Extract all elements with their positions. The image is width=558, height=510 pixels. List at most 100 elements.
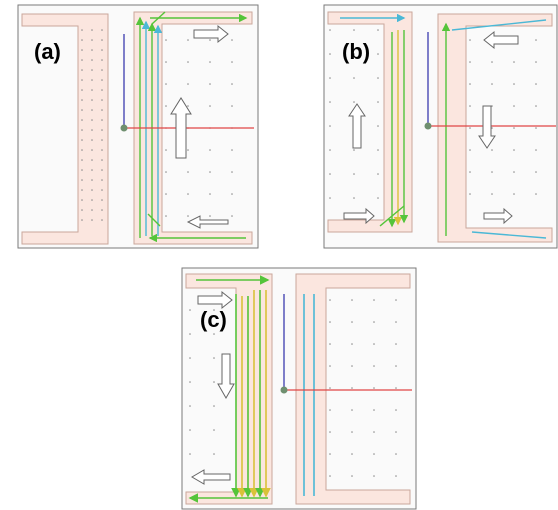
sample-dot: [91, 139, 93, 141]
sample-dot: [535, 149, 537, 151]
flow-arrow-right: [483, 207, 513, 225]
sample-dot: [329, 53, 331, 55]
sample-dot: [377, 101, 379, 103]
sample-dot: [209, 215, 211, 217]
sample-dot: [101, 49, 103, 51]
sample-dot: [91, 99, 93, 101]
sample-dot: [377, 77, 379, 79]
sample-dot: [81, 179, 83, 181]
sample-dot: [353, 197, 355, 199]
origin-marker: [120, 124, 128, 132]
flow-arrow-up: [348, 103, 366, 149]
sample-dot: [513, 127, 515, 129]
sample-dot: [91, 109, 93, 111]
flow-arrow-up: [170, 97, 192, 159]
sample-dot: [491, 83, 493, 85]
sample-dot: [329, 29, 331, 31]
sample-dot: [351, 365, 353, 367]
sample-dot: [329, 409, 331, 411]
flow-arrow-left: [483, 30, 519, 50]
sample-dot: [213, 309, 215, 311]
sample-dot: [535, 105, 537, 107]
sample-dot: [353, 101, 355, 103]
sample-dot: [329, 77, 331, 79]
sample-dot: [81, 159, 83, 161]
sample-dot: [373, 409, 375, 411]
sample-dot: [377, 149, 379, 151]
sample-dot: [189, 429, 191, 431]
sample-dot: [81, 139, 83, 141]
sample-dot: [377, 173, 379, 175]
sample-dot: [535, 39, 537, 41]
sample-dot: [81, 169, 83, 171]
panel-c: (c): [181, 267, 417, 510]
sample-dot: [491, 171, 493, 173]
sample-dot: [101, 189, 103, 191]
dot-field-right: [329, 299, 397, 477]
sample-dot: [189, 381, 191, 383]
sample-dot: [373, 365, 375, 367]
sample-dot: [81, 209, 83, 211]
sample-dot: [329, 321, 331, 323]
sample-dot: [81, 129, 83, 131]
sample-dot: [491, 193, 493, 195]
sample-dot: [81, 99, 83, 101]
flow-vectors: [188, 275, 315, 503]
sample-dot: [231, 39, 233, 41]
sample-dot: [231, 61, 233, 63]
sample-dot: [81, 109, 83, 111]
sample-dot: [353, 149, 355, 151]
sample-dot: [101, 129, 103, 131]
panel-a: (a): [17, 4, 259, 249]
sample-dot: [101, 139, 103, 141]
sample-dot: [213, 453, 215, 455]
sample-dot: [329, 125, 331, 127]
sample-dot: [189, 333, 191, 335]
flow-arrow-right: [193, 24, 229, 44]
sample-dot: [209, 83, 211, 85]
sample-dot: [213, 405, 215, 407]
sample-dot: [377, 197, 379, 199]
sample-dot: [377, 125, 379, 127]
sample-dot: [209, 171, 211, 173]
sample-dot: [491, 61, 493, 63]
sample-dot: [81, 119, 83, 121]
sample-dot: [329, 387, 331, 389]
sample-dot: [351, 409, 353, 411]
sample-dot: [91, 159, 93, 161]
sample-dot: [351, 343, 353, 345]
flow-vectors: [340, 13, 547, 239]
panel-label-c: (c): [200, 307, 227, 332]
sample-dot: [491, 127, 493, 129]
sample-dot: [469, 171, 471, 173]
sample-dot: [329, 173, 331, 175]
sample-dot: [395, 387, 397, 389]
sample-dot: [329, 475, 331, 477]
sample-dot: [101, 99, 103, 101]
sample-dot: [351, 431, 353, 433]
panel-b: (b): [323, 4, 558, 249]
sample-dot: [189, 309, 191, 311]
sample-dot: [377, 29, 379, 31]
sample-dot: [395, 365, 397, 367]
sample-dot: [395, 299, 397, 301]
sample-dot: [373, 343, 375, 345]
sample-dot: [395, 431, 397, 433]
sample-dot: [81, 39, 83, 41]
sample-dot: [395, 475, 397, 477]
sample-dot: [101, 179, 103, 181]
sample-dot: [373, 475, 375, 477]
sample-dot: [469, 149, 471, 151]
sample-dot: [351, 453, 353, 455]
sample-dot: [231, 215, 233, 217]
sample-dot: [81, 79, 83, 81]
sample-dot: [165, 83, 167, 85]
sample-dot: [329, 431, 331, 433]
sample-dot: [395, 409, 397, 411]
sample-dot: [213, 357, 215, 359]
sample-dot: [101, 209, 103, 211]
sample-dot: [91, 59, 93, 61]
sample-dot: [91, 199, 93, 201]
sample-dot: [209, 105, 211, 107]
sample-dot: [231, 83, 233, 85]
